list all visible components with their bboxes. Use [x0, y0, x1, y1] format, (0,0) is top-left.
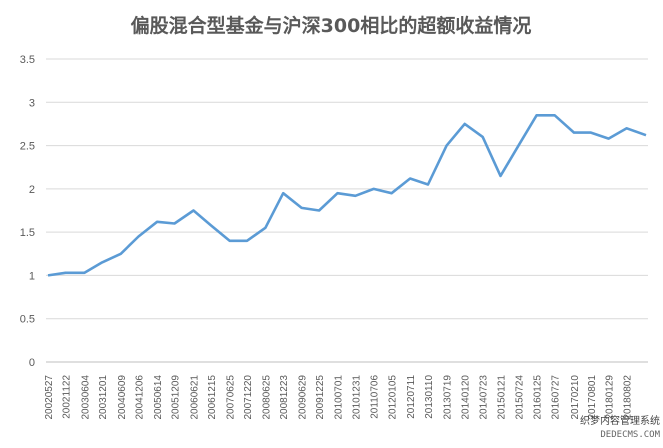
y-tick-label: 3.5: [20, 54, 35, 66]
x-tick-label: 20101231: [351, 375, 362, 420]
y-tick-label: 0.5: [20, 314, 35, 326]
x-tick-label: 20031201: [98, 375, 109, 420]
x-tick-label: 20051209: [171, 375, 182, 420]
x-tick-label: 20061215: [207, 375, 218, 420]
x-tick-label: 20081223: [279, 375, 290, 420]
x-tick-label: 20021122: [62, 375, 73, 419]
x-tick-label: 20020527: [44, 375, 55, 420]
x-tick-label: 20150724: [515, 375, 526, 420]
x-tick-label: 20180129: [605, 375, 616, 420]
x-tick-label: 20090629: [298, 375, 309, 420]
x-tick-label: 20180802: [623, 375, 634, 420]
x-tick-label: 20110706: [370, 375, 381, 419]
y-tick-label: 3: [29, 97, 35, 109]
x-tick-label: 20130110: [424, 375, 435, 419]
x-tick-label: 20041206: [135, 375, 146, 420]
y-tick-label: 1: [29, 270, 35, 282]
gridlines: [46, 58, 648, 363]
y-tick-label: 1.5: [20, 227, 35, 239]
x-tick-label: 20060621: [190, 375, 201, 420]
x-tick-label: 20091225: [315, 375, 326, 420]
series: [47, 114, 647, 277]
chart-title: 偏股混合型基金与沪深300相比的超额收益情况: [131, 14, 532, 37]
x-tick-label: 20100701: [334, 375, 345, 420]
x-tick-label: 20080625: [261, 375, 272, 420]
x-axis-ticks: 20020527 20021122 20030604 20031201 20040609…: [44, 375, 634, 420]
x-tick-label: 20170210: [570, 375, 581, 420]
y-tick-label: 2.5: [20, 141, 35, 153]
x-tick-label: 20071220: [243, 375, 254, 420]
watermark-text: 织梦内容管理系统: [580, 414, 660, 427]
watermark-domain: DEDECMS.COM: [600, 430, 660, 440]
x-tick-label: 20160727: [551, 375, 562, 420]
x-tick-label: 20040609: [117, 375, 128, 420]
y-tick-label: 2: [29, 184, 35, 196]
x-tick-label: 20140120: [461, 375, 472, 420]
x-tick-label: 20170801: [587, 375, 598, 420]
x-tick-label: 20130719: [443, 375, 454, 420]
x-tick-label: 20050614: [153, 375, 164, 420]
x-tick-label: 20150121: [497, 375, 508, 420]
x-tick-label: 20140723: [479, 375, 490, 420]
y-axis-ticks: 0 0.5 1 1.5 2 2.5 3 3.5: [20, 54, 35, 369]
x-tick-label: 20120105: [388, 375, 399, 420]
watermark: 织梦内容管理系统 DEDECMS.COM: [580, 414, 661, 440]
y-tick-label: 0: [29, 357, 35, 369]
x-tick-label: 20070625: [226, 375, 237, 420]
x-tick-label: 20030604: [81, 375, 92, 420]
x-tick-label: 20120711: [406, 375, 417, 419]
series-line: [47, 114, 647, 277]
x-tick-label: 20160125: [533, 375, 544, 420]
